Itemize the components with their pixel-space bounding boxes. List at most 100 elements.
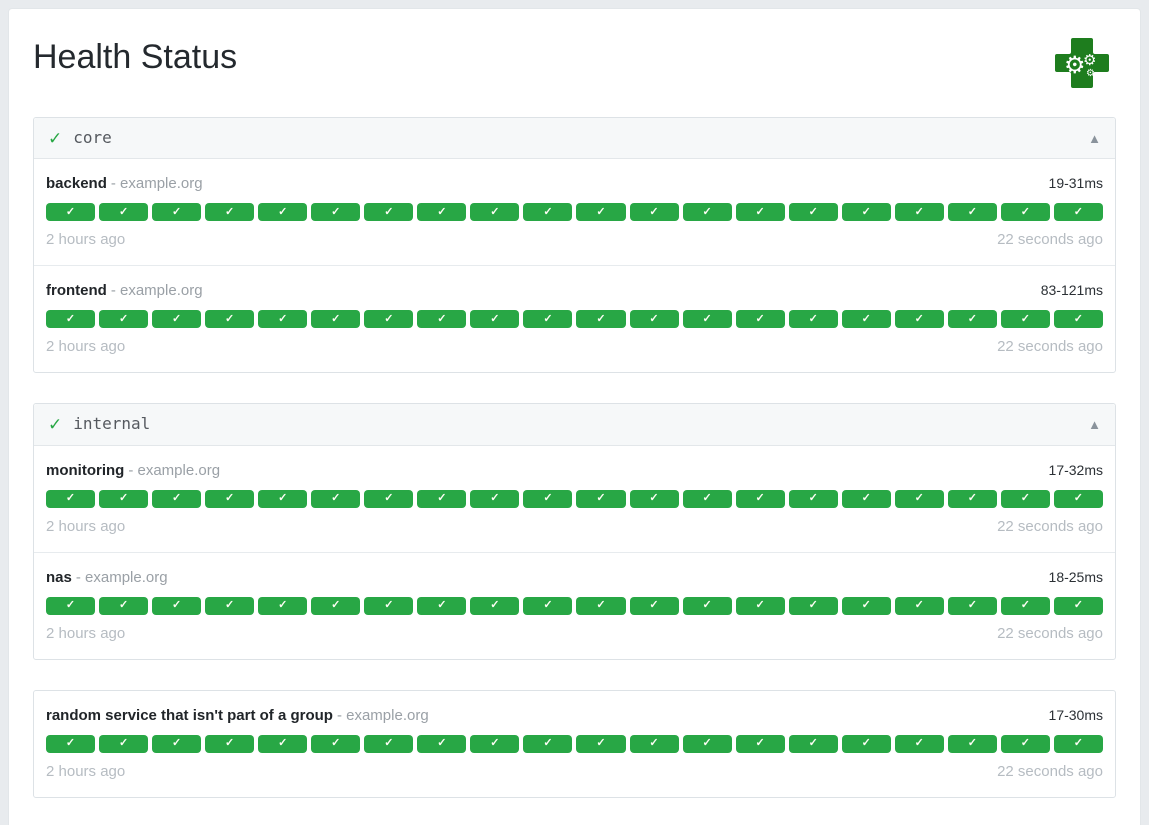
health-check-result-block[interactable]: ✓ [576,310,626,329]
health-check-result-block[interactable]: ✓ [576,596,626,615]
health-check-result-block[interactable]: ✓ [788,596,838,615]
health-check-result-block[interactable]: ✓ [894,596,944,615]
health-check-result-block[interactable]: ✓ [629,489,679,508]
health-check-result-block[interactable]: ✓ [364,310,414,329]
health-check-result-block[interactable]: ✓ [841,596,891,615]
health-check-result-block[interactable]: ✓ [364,489,414,508]
health-check-result-block[interactable]: ✓ [629,310,679,329]
health-check-result-block[interactable]: ✓ [417,203,467,222]
health-check-result-block[interactable]: ✓ [576,203,626,222]
health-check-result-block[interactable]: ✓ [470,310,520,329]
health-check-result-block[interactable]: ✓ [1053,203,1103,222]
health-check-result-block[interactable]: ✓ [576,489,626,508]
health-check-result-block[interactable]: ✓ [629,203,679,222]
group-header[interactable]: ✓ core ▲ [34,118,1115,160]
health-check-result-block[interactable]: ✓ [523,203,573,222]
health-check-result-block[interactable]: ✓ [788,734,838,753]
health-check-result-block[interactable]: ✓ [841,203,891,222]
health-check-result-block[interactable]: ✓ [523,734,573,753]
health-check-result-block[interactable]: ✓ [576,734,626,753]
health-check-result-block[interactable]: ✓ [46,596,96,615]
health-check-result-block[interactable]: ✓ [1000,734,1050,753]
health-check-result-block[interactable]: ✓ [735,203,785,222]
health-check-result-block[interactable]: ✓ [682,489,732,508]
health-check-result-block[interactable]: ✓ [364,734,414,753]
health-check-result-block[interactable]: ✓ [1000,203,1050,222]
health-check-result-block[interactable]: ✓ [1053,734,1103,753]
health-check-result-block[interactable]: ✓ [470,203,520,222]
health-check-result-block[interactable]: ✓ [947,596,997,615]
group-header[interactable]: ✓ internal ▲ [34,404,1115,446]
health-check-result-block[interactable]: ✓ [311,734,361,753]
health-check-result-block[interactable]: ✓ [788,489,838,508]
health-check-result-block[interactable]: ✓ [1053,489,1103,508]
health-check-result-block[interactable]: ✓ [417,734,467,753]
health-check-result-block[interactable]: ✓ [205,596,255,615]
health-check-result-block[interactable]: ✓ [735,596,785,615]
health-check-result-block[interactable]: ✓ [735,310,785,329]
health-check-result-block[interactable]: ✓ [152,596,202,615]
health-check-result-block[interactable]: ✓ [1000,489,1050,508]
health-check-result-block[interactable]: ✓ [841,489,891,508]
health-check-result-block[interactable]: ✓ [99,203,149,222]
health-check-result-block[interactable]: ✓ [682,310,732,329]
health-check-result-block[interactable]: ✓ [523,310,573,329]
health-check-result-block[interactable]: ✓ [417,596,467,615]
health-check-result-block[interactable]: ✓ [417,489,467,508]
health-check-result-block[interactable]: ✓ [364,596,414,615]
health-check-result-block[interactable]: ✓ [311,489,361,508]
health-check-result-block[interactable]: ✓ [682,734,732,753]
health-check-result-block[interactable]: ✓ [1053,310,1103,329]
health-check-result-block[interactable]: ✓ [311,310,361,329]
health-check-result-block[interactable]: ✓ [1053,596,1103,615]
health-check-result-block[interactable]: ✓ [523,489,573,508]
health-check-result-block[interactable]: ✓ [258,596,308,615]
health-check-result-block[interactable]: ✓ [258,489,308,508]
health-check-result-block[interactable]: ✓ [947,203,997,222]
collapse-arrow-icon[interactable]: ▲ [1088,417,1101,433]
health-check-result-block[interactable]: ✓ [470,734,520,753]
health-check-result-block[interactable]: ✓ [205,734,255,753]
health-check-result-block[interactable]: ✓ [788,203,838,222]
health-check-result-block[interactable]: ✓ [523,596,573,615]
health-check-result-block[interactable]: ✓ [735,489,785,508]
health-check-result-block[interactable]: ✓ [46,734,96,753]
health-check-result-block[interactable]: ✓ [841,734,891,753]
health-check-result-block[interactable]: ✓ [46,489,96,508]
health-check-result-block[interactable]: ✓ [947,734,997,753]
health-check-result-block[interactable]: ✓ [205,310,255,329]
health-check-result-block[interactable]: ✓ [152,734,202,753]
health-check-result-block[interactable]: ✓ [258,734,308,753]
health-check-result-block[interactable]: ✓ [258,310,308,329]
health-check-result-block[interactable]: ✓ [682,203,732,222]
health-check-result-block[interactable]: ✓ [1000,310,1050,329]
collapse-arrow-icon[interactable]: ▲ [1088,130,1101,146]
health-check-result-block[interactable]: ✓ [46,310,96,329]
health-check-result-block[interactable]: ✓ [947,310,997,329]
health-check-result-block[interactable]: ✓ [205,203,255,222]
health-check-result-block[interactable]: ✓ [258,203,308,222]
health-check-result-block[interactable]: ✓ [470,596,520,615]
health-check-result-block[interactable]: ✓ [894,310,944,329]
health-check-result-block[interactable]: ✓ [205,489,255,508]
health-check-result-block[interactable]: ✓ [152,489,202,508]
health-check-result-block[interactable]: ✓ [311,596,361,615]
health-check-result-block[interactable]: ✓ [735,734,785,753]
health-check-result-block[interactable]: ✓ [99,734,149,753]
health-check-result-block[interactable]: ✓ [629,734,679,753]
health-check-result-block[interactable]: ✓ [46,203,96,222]
health-check-result-block[interactable]: ✓ [311,203,361,222]
health-check-result-block[interactable]: ✓ [894,734,944,753]
health-check-result-block[interactable]: ✓ [894,203,944,222]
health-check-result-block[interactable]: ✓ [1000,596,1050,615]
health-check-result-block[interactable]: ✓ [894,489,944,508]
health-check-result-block[interactable]: ✓ [470,489,520,508]
health-check-result-block[interactable]: ✓ [152,203,202,222]
health-check-result-block[interactable]: ✓ [99,596,149,615]
health-check-result-block[interactable]: ✓ [841,310,891,329]
health-check-result-block[interactable]: ✓ [682,596,732,615]
health-check-result-block[interactable]: ✓ [417,310,467,329]
health-check-result-block[interactable]: ✓ [364,203,414,222]
health-check-result-block[interactable]: ✓ [947,489,997,508]
health-check-result-block[interactable]: ✓ [152,310,202,329]
